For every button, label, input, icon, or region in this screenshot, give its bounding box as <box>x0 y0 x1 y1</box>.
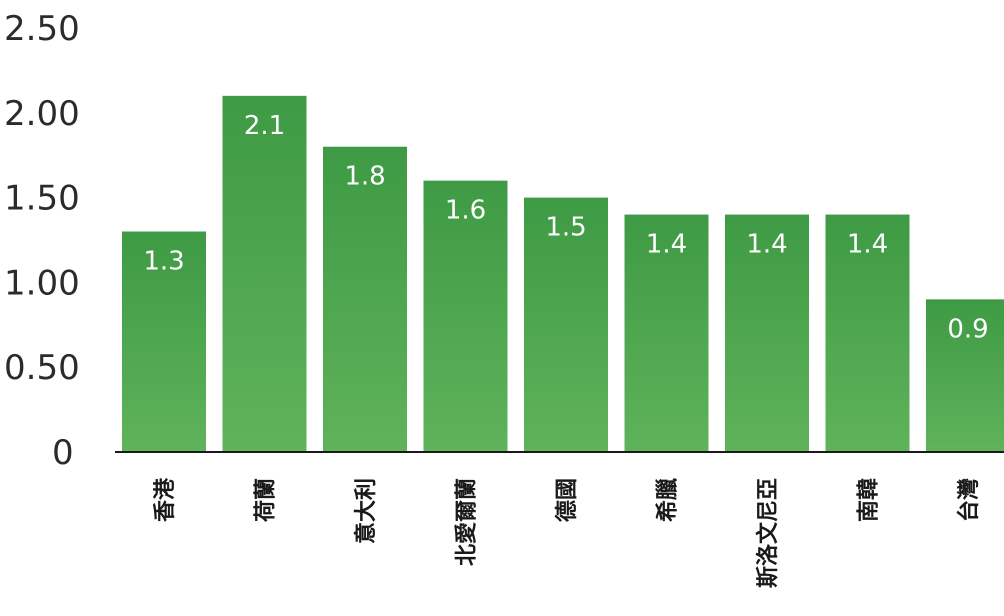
bar <box>524 197 608 452</box>
x-tick-label: 德國 <box>554 478 580 522</box>
y-axis: 0 0.50 1.00 1.50 2.00 2.50 <box>4 9 80 473</box>
bar <box>323 146 407 452</box>
bar <box>423 180 508 452</box>
x-tick-label: 北愛爾蘭 <box>454 478 480 566</box>
bar-value-label: 0.9 <box>947 314 988 344</box>
y-tick-label: 0.50 <box>4 348 80 388</box>
bar <box>926 299 1004 452</box>
x-tick-label: 香港 <box>153 477 178 522</box>
bar-value-label: 1.4 <box>746 230 787 260</box>
bar-value-label: 1.4 <box>847 230 888 260</box>
bar-value-label: 1.8 <box>344 162 385 192</box>
y-tick-label: 1.50 <box>4 179 80 219</box>
x-tick-label: 台灣 <box>956 478 982 522</box>
bars <box>122 95 1004 452</box>
bar <box>825 214 910 452</box>
y-tick-label: 0 <box>52 433 74 473</box>
bar <box>122 231 206 452</box>
bar-value-label: 1.3 <box>143 247 184 277</box>
x-tick-label: 希臘 <box>655 478 681 522</box>
y-tick-label: 2.50 <box>4 9 80 49</box>
y-tick-label: 2.00 <box>4 94 80 134</box>
bar-value-label: 2.1 <box>244 111 285 141</box>
y-tick-label: 1.00 <box>4 263 80 303</box>
x-axis-labels: 香港 荷蘭 意大利 北愛爾蘭 德國 希臘 斯洛文尼亞 南韓 台灣 <box>153 477 982 588</box>
bar <box>222 95 307 452</box>
x-tick-label: 斯洛文尼亞 <box>755 478 781 588</box>
x-tick-label: 南韓 <box>856 478 882 522</box>
bar-value-label: 1.5 <box>545 213 586 243</box>
x-tick-label: 意大利 <box>353 478 379 544</box>
bar <box>725 214 809 452</box>
bar-value-label: 1.4 <box>646 230 687 260</box>
bar-value-label: 1.6 <box>445 196 486 226</box>
x-tick-label: 荷蘭 <box>254 478 279 522</box>
bar <box>624 214 709 452</box>
value-labels: 1.3 2.1 1.8 1.6 1.5 1.4 1.4 1.4 0.9 <box>143 111 988 345</box>
